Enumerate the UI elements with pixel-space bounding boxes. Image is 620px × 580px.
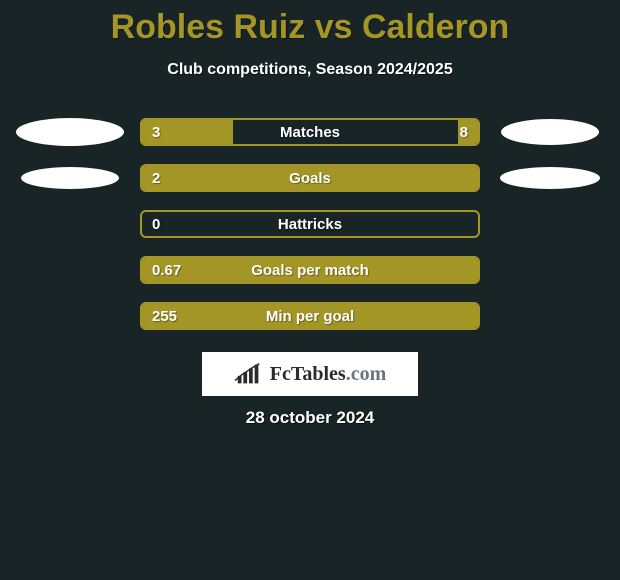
stat-row: 0Hattricks xyxy=(0,210,620,238)
value-right: 8 xyxy=(460,120,468,144)
brand-badge[interactable]: FcTables.com xyxy=(202,352,418,396)
right-logo-cell xyxy=(480,167,620,189)
stat-bar: 0Hattricks xyxy=(140,210,480,238)
left-logo-cell xyxy=(0,118,140,146)
stat-bar: 255Min per goal xyxy=(140,302,480,330)
stat-bar: 3Matches8 xyxy=(140,118,480,146)
team-logo-right xyxy=(500,167,600,189)
stats-rows: 3Matches8 2Goals 0Hattricks 0.67Goals per m… xyxy=(0,118,620,330)
team-logo-left xyxy=(21,167,119,189)
stat-row: 255Min per goal xyxy=(0,302,620,330)
stat-bar: 0.67Goals per match xyxy=(140,256,480,284)
brand-text-2: .com xyxy=(346,363,387,385)
team-logo-right xyxy=(501,119,599,145)
stat-row: 2Goals xyxy=(0,164,620,192)
right-logo-cell xyxy=(480,119,620,145)
brand-text-1: FcTables xyxy=(270,363,346,385)
bar-chart-icon xyxy=(234,362,264,386)
date-label: 28 october 2024 xyxy=(0,408,620,428)
team-logo-left xyxy=(16,118,124,146)
stat-row: 3Matches8 xyxy=(0,118,620,146)
page-title: Robles Ruiz vs Calderon xyxy=(0,0,620,47)
stat-label: Min per goal xyxy=(142,304,478,328)
stat-label: Goals xyxy=(142,166,478,190)
subtitle: Club competitions, Season 2024/2025 xyxy=(0,61,620,79)
stat-bar: 2Goals xyxy=(140,164,480,192)
stat-row: 0.67Goals per match xyxy=(0,256,620,284)
stat-label: Hattricks xyxy=(142,212,478,236)
left-logo-cell xyxy=(0,167,140,189)
stat-label: Goals per match xyxy=(142,258,478,282)
stat-label: Matches xyxy=(142,120,478,144)
